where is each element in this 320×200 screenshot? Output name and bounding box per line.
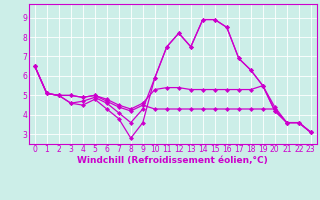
- X-axis label: Windchill (Refroidissement éolien,°C): Windchill (Refroidissement éolien,°C): [77, 156, 268, 165]
